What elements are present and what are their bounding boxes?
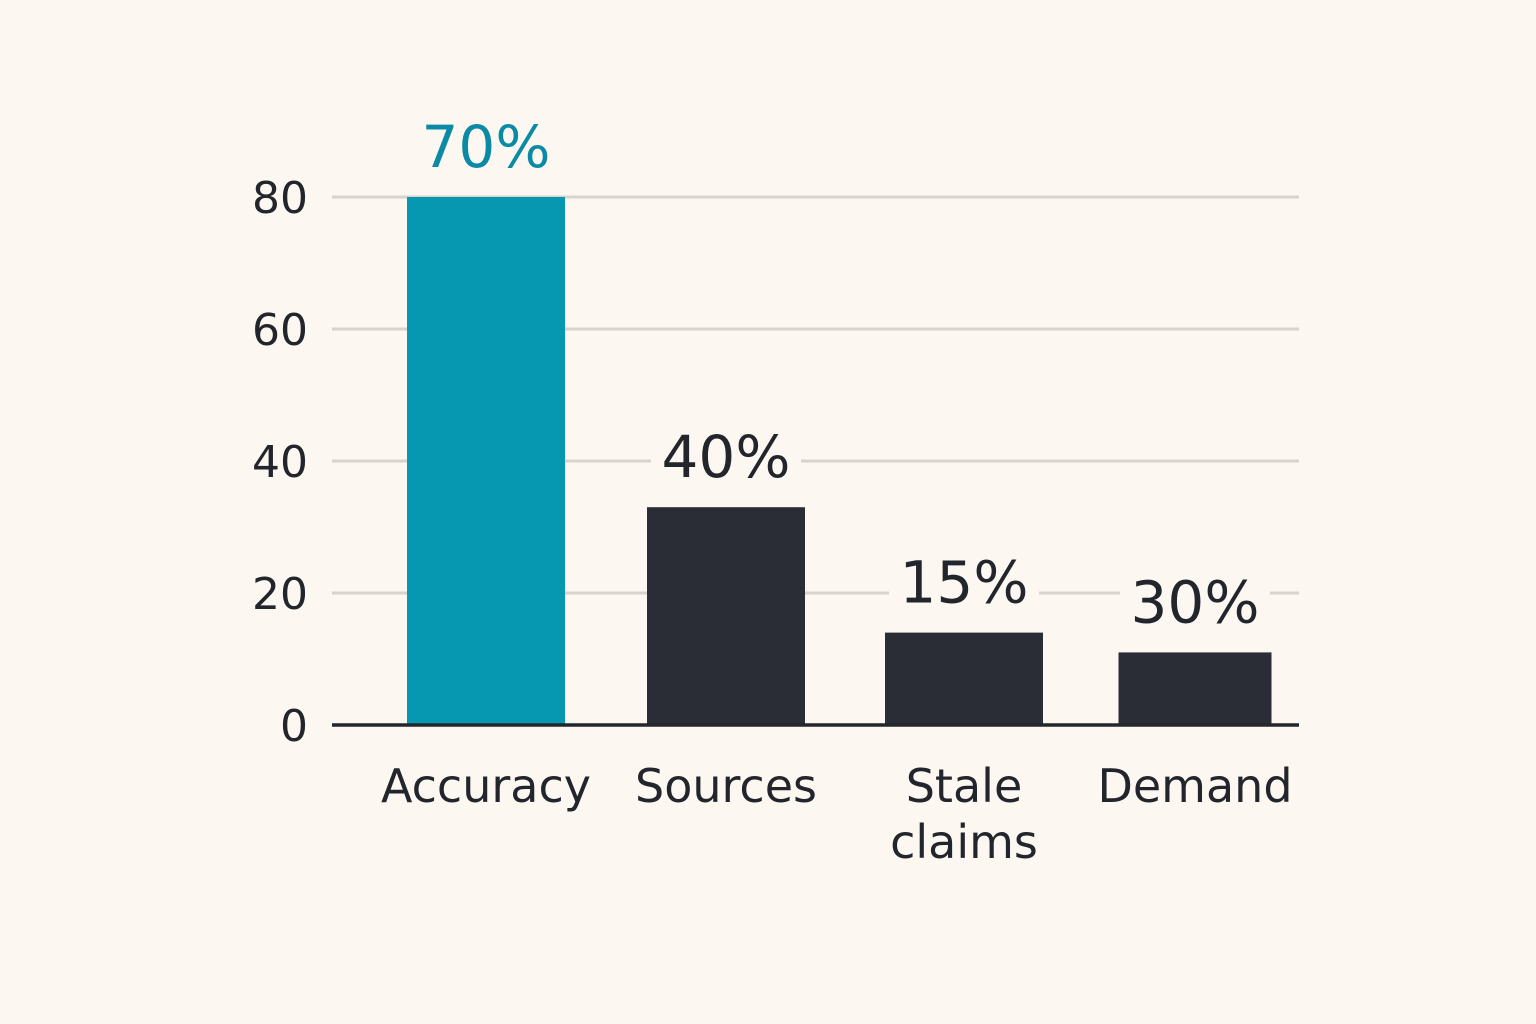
- data-label-background: [411, 115, 561, 181]
- data-label: 15%: [900, 549, 1029, 617]
- x-category-label: Stale claims: [890, 759, 1038, 869]
- y-tick-label: 20: [252, 569, 308, 620]
- bars: [407, 197, 1272, 725]
- data-label-background: [1120, 570, 1270, 637]
- data-label-backgrounds: [411, 115, 1270, 637]
- y-tick-label: 80: [252, 173, 308, 224]
- data-label: 40%: [662, 423, 791, 491]
- x-category-label-line: Sources: [635, 759, 817, 813]
- bar-demand: [1118, 652, 1272, 725]
- x-category-label: Accuracy: [381, 759, 591, 813]
- data-label-background: [889, 550, 1039, 617]
- data-labels: 70% 40% 15% 30%: [422, 113, 1260, 636]
- bar-accuracy: [407, 197, 565, 725]
- y-tick-label: 40: [252, 437, 308, 488]
- data-label: 70%: [422, 113, 551, 181]
- y-tick-label: 60: [252, 305, 308, 356]
- x-category-label: Demand: [1097, 759, 1292, 813]
- y-tick-labels: 0 20 40 60 80: [252, 173, 308, 752]
- x-category-label-line: Stale: [906, 759, 1023, 813]
- x-category-label-line: Accuracy: [381, 759, 591, 813]
- data-label-background: [651, 425, 801, 492]
- x-category-label-line: claims: [890, 815, 1038, 869]
- bar-stale-claims: [885, 632, 1043, 725]
- y-tick-label: 0: [280, 701, 308, 752]
- data-label: 30%: [1131, 568, 1260, 636]
- x-category-labels: Accuracy Sources Stale claims Demand: [381, 759, 1293, 869]
- x-category-label-line: Demand: [1097, 759, 1292, 813]
- bar-sources: [647, 507, 805, 725]
- x-category-label: Sources: [635, 759, 817, 813]
